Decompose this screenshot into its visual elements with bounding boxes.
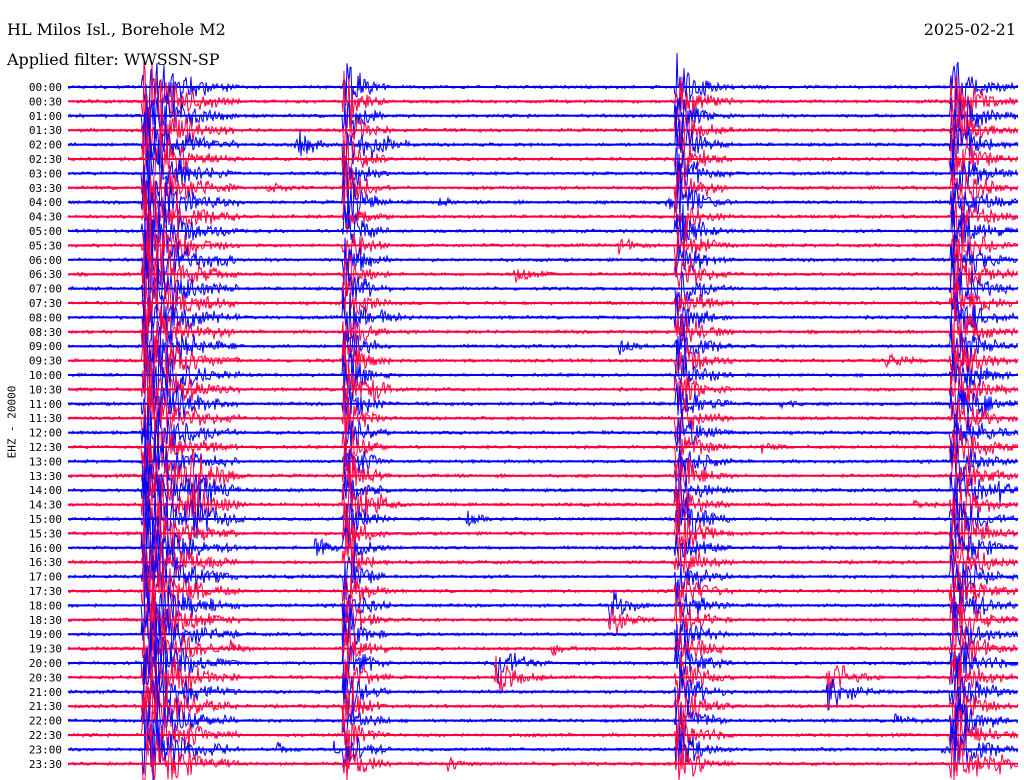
time-label: 14:00 bbox=[29, 484, 62, 497]
time-label: 03:30 bbox=[29, 182, 62, 195]
time-label: 22:30 bbox=[29, 729, 62, 742]
time-label: 00:30 bbox=[29, 95, 62, 108]
time-label: 01:30 bbox=[29, 124, 62, 137]
time-label: 04:30 bbox=[29, 211, 62, 224]
time-label: 19:00 bbox=[29, 628, 62, 641]
time-label: 17:30 bbox=[29, 585, 62, 598]
time-label: 08:00 bbox=[29, 311, 62, 324]
time-label: 00:00 bbox=[29, 81, 62, 94]
seismic-trace-2130 bbox=[67, 663, 1019, 737]
seismic-trace-1100 bbox=[67, 368, 1018, 447]
seismic-trace-1530 bbox=[67, 497, 1019, 564]
seismic-trace-0600 bbox=[67, 217, 1019, 294]
time-label: 15:30 bbox=[29, 527, 62, 540]
time-label: 07:30 bbox=[29, 297, 62, 310]
time-label: 23:30 bbox=[29, 758, 62, 771]
time-label: 12:00 bbox=[29, 427, 62, 440]
time-label: 16:00 bbox=[29, 542, 62, 555]
time-label: 14:30 bbox=[29, 499, 62, 512]
seismic-trace-1630 bbox=[67, 515, 1019, 601]
time-label: 06:30 bbox=[29, 268, 62, 281]
time-label: 19:30 bbox=[29, 643, 62, 656]
time-label: 16:30 bbox=[29, 556, 62, 569]
time-label: 02:00 bbox=[29, 139, 62, 152]
seismic-trace-0300 bbox=[67, 138, 1019, 223]
seismic-trace-0730 bbox=[67, 271, 1019, 337]
time-label: 11:00 bbox=[29, 398, 62, 411]
seismic-trace-1000 bbox=[67, 339, 1019, 423]
time-label: 18:30 bbox=[29, 614, 62, 627]
time-label: 01:00 bbox=[29, 110, 62, 123]
time-label: 09:30 bbox=[29, 355, 62, 368]
time-label: 13:00 bbox=[29, 455, 62, 468]
time-label: 18:00 bbox=[29, 599, 62, 612]
seismic-trace-1800 bbox=[67, 563, 1019, 642]
time-label: 20:30 bbox=[29, 671, 62, 684]
time-label: 09:00 bbox=[29, 340, 62, 353]
time-label: 03:00 bbox=[29, 167, 62, 180]
seismic-trace-0900 bbox=[67, 299, 1019, 400]
time-label: 21:30 bbox=[29, 700, 62, 713]
date-label: 2025-02-21 bbox=[923, 20, 1016, 39]
time-label: 17:00 bbox=[29, 571, 62, 584]
time-label: 04:00 bbox=[29, 196, 62, 209]
seismic-trace-1030 bbox=[67, 344, 1019, 421]
seismic-trace-2100 bbox=[67, 648, 1019, 724]
time-label: 22:00 bbox=[29, 715, 62, 728]
time-label: 23:00 bbox=[29, 743, 62, 756]
time-label: 13:30 bbox=[29, 470, 62, 483]
time-label: 10:30 bbox=[29, 383, 62, 396]
seismic-trace-0500 bbox=[67, 198, 1019, 267]
time-label: 05:30 bbox=[29, 239, 62, 252]
time-label: 08:30 bbox=[29, 326, 62, 339]
station-title: HL Milos Isl., Borehole M2 bbox=[7, 20, 226, 39]
time-label: 11:30 bbox=[29, 412, 62, 425]
time-label: 02:30 bbox=[29, 153, 62, 166]
time-label: 12:30 bbox=[29, 441, 62, 454]
time-label: 15:00 bbox=[29, 513, 62, 526]
time-label: 06:00 bbox=[29, 254, 62, 267]
time-label: 21:00 bbox=[29, 686, 62, 699]
time-label: 07:00 bbox=[29, 283, 62, 296]
time-label: 20:00 bbox=[29, 657, 62, 670]
time-label: 10:00 bbox=[29, 369, 62, 382]
filter-label: Applied filter: WWSSN-SP bbox=[7, 50, 220, 69]
time-label: 05:00 bbox=[29, 225, 62, 238]
